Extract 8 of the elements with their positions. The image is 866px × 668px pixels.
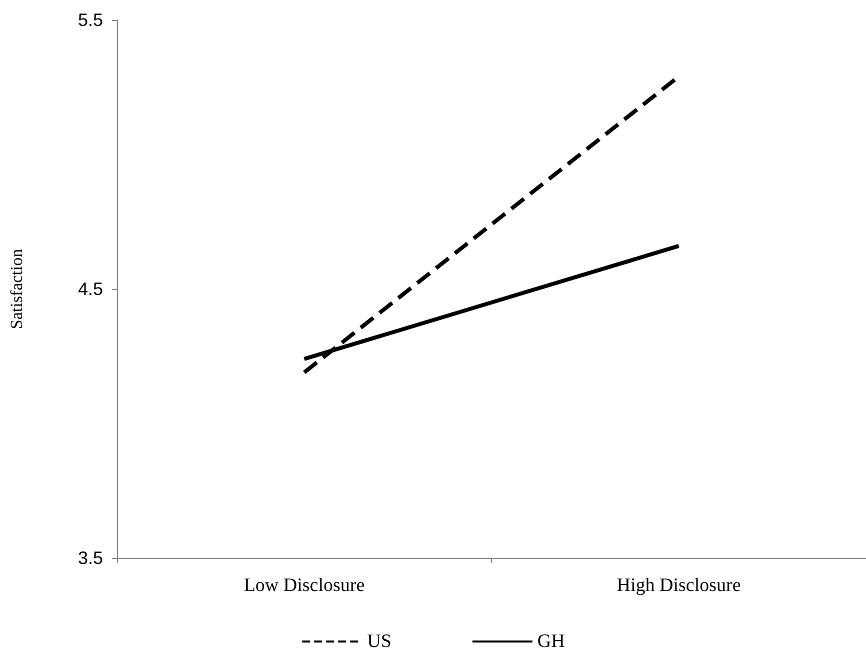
y-axis-title: Satisfaction bbox=[7, 248, 26, 330]
y-tick-label: 4.5 bbox=[78, 279, 103, 299]
legend-label: GH bbox=[537, 631, 566, 652]
y-tick-label: 5.5 bbox=[78, 10, 103, 30]
x-tick-label: Low Disclosure bbox=[244, 575, 365, 596]
x-tick-label: High Disclosure bbox=[616, 575, 741, 596]
legend-label: US bbox=[367, 631, 392, 652]
y-tick-label: 3.5 bbox=[78, 548, 103, 568]
